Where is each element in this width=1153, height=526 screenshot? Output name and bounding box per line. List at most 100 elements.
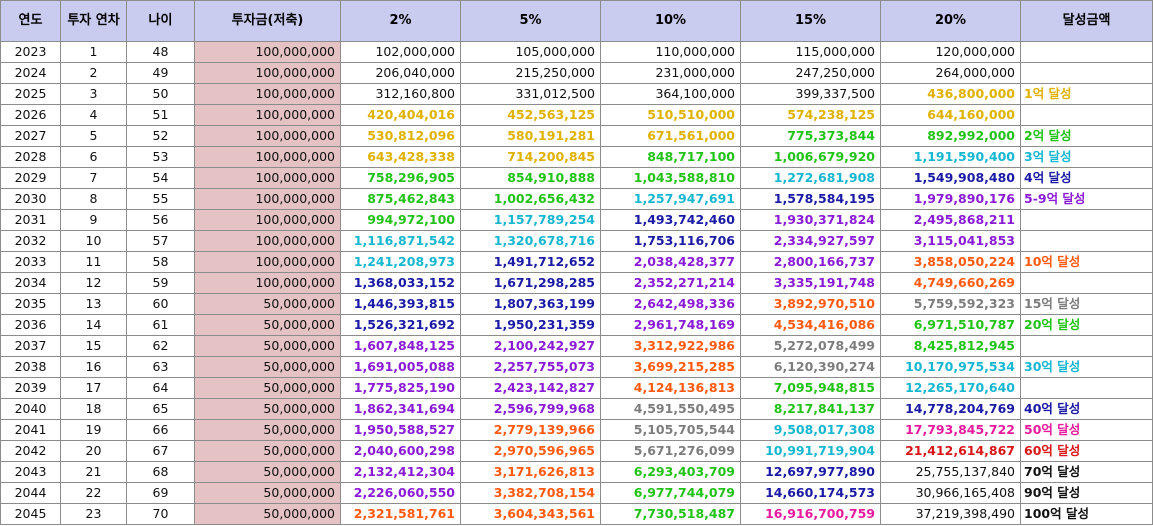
investment-cell[interactable]: 50,000,000 bbox=[194, 314, 341, 336]
value-cell-10pct[interactable]: 5,105,705,544 bbox=[600, 419, 741, 441]
value-cell-20pct[interactable]: 644,160,000 bbox=[880, 104, 1021, 126]
year-cell[interactable]: 2032 bbox=[0, 230, 61, 252]
milestone-cell[interactable]: 4억 달성 bbox=[1020, 167, 1153, 189]
header-rate-2[interactable]: 2% bbox=[340, 0, 461, 42]
value-cell-5pct[interactable]: 215,250,000 bbox=[460, 62, 601, 84]
value-cell-5pct[interactable]: 331,012,500 bbox=[460, 83, 601, 105]
investment-cell[interactable]: 50,000,000 bbox=[194, 482, 341, 504]
milestone-cell[interactable]: 3억 달성 bbox=[1020, 146, 1153, 168]
value-cell-10pct[interactable]: 364,100,000 bbox=[600, 83, 741, 105]
value-cell-15pct[interactable]: 399,337,500 bbox=[740, 83, 881, 105]
age-cell[interactable]: 56 bbox=[126, 209, 195, 231]
age-cell[interactable]: 66 bbox=[126, 419, 195, 441]
value-cell-2pct[interactable]: 2,321,581,761 bbox=[340, 503, 461, 525]
value-cell-10pct[interactable]: 3,699,215,285 bbox=[600, 356, 741, 378]
invest-year-cell[interactable]: 19 bbox=[60, 419, 127, 441]
year-cell[interactable]: 2026 bbox=[0, 104, 61, 126]
value-cell-5pct[interactable]: 1,671,298,285 bbox=[460, 272, 601, 294]
investment-cell[interactable]: 100,000,000 bbox=[194, 41, 341, 63]
value-cell-10pct[interactable]: 848,717,100 bbox=[600, 146, 741, 168]
value-cell-2pct[interactable]: 1,368,033,152 bbox=[340, 272, 461, 294]
investment-cell[interactable]: 50,000,000 bbox=[194, 440, 341, 462]
value-cell-5pct[interactable]: 1,807,363,199 bbox=[460, 293, 601, 315]
invest-year-cell[interactable]: 7 bbox=[60, 167, 127, 189]
invest-year-cell[interactable]: 23 bbox=[60, 503, 127, 525]
value-cell-10pct[interactable]: 110,000,000 bbox=[600, 41, 741, 63]
value-cell-10pct[interactable]: 2,642,498,336 bbox=[600, 293, 741, 315]
value-cell-2pct[interactable]: 2,040,600,298 bbox=[340, 440, 461, 462]
value-cell-15pct[interactable]: 2,800,166,737 bbox=[740, 251, 881, 273]
invest-year-cell[interactable]: 13 bbox=[60, 293, 127, 315]
value-cell-15pct[interactable]: 4,534,416,086 bbox=[740, 314, 881, 336]
header-investment[interactable]: 투자금(저축) bbox=[194, 0, 341, 42]
value-cell-15pct[interactable]: 1,578,584,195 bbox=[740, 188, 881, 210]
year-cell[interactable]: 2034 bbox=[0, 272, 61, 294]
value-cell-5pct[interactable]: 1,491,712,652 bbox=[460, 251, 601, 273]
header-rate-20[interactable]: 20% bbox=[880, 0, 1021, 42]
value-cell-15pct[interactable]: 5,272,078,499 bbox=[740, 335, 881, 357]
milestone-cell[interactable]: 100억 달성 bbox=[1020, 503, 1153, 525]
value-cell-10pct[interactable]: 7,730,518,487 bbox=[600, 503, 741, 525]
value-cell-20pct[interactable]: 5,759,592,323 bbox=[880, 293, 1021, 315]
value-cell-20pct[interactable]: 436,800,000 bbox=[880, 83, 1021, 105]
milestone-cell[interactable]: 30억 달성 bbox=[1020, 356, 1153, 378]
investment-cell[interactable]: 100,000,000 bbox=[194, 209, 341, 231]
milestone-cell[interactable] bbox=[1020, 104, 1153, 126]
value-cell-2pct[interactable]: 2,132,412,304 bbox=[340, 461, 461, 483]
year-cell[interactable]: 2030 bbox=[0, 188, 61, 210]
value-cell-20pct[interactable]: 3,115,041,853 bbox=[880, 230, 1021, 252]
age-cell[interactable]: 63 bbox=[126, 356, 195, 378]
investment-cell[interactable]: 100,000,000 bbox=[194, 104, 341, 126]
year-cell[interactable]: 2041 bbox=[0, 419, 61, 441]
value-cell-20pct[interactable]: 30,966,165,408 bbox=[880, 482, 1021, 504]
value-cell-10pct[interactable]: 6,977,744,079 bbox=[600, 482, 741, 504]
invest-year-cell[interactable]: 17 bbox=[60, 377, 127, 399]
value-cell-2pct[interactable]: 102,000,000 bbox=[340, 41, 461, 63]
value-cell-10pct[interactable]: 671,561,000 bbox=[600, 125, 741, 147]
age-cell[interactable]: 65 bbox=[126, 398, 195, 420]
value-cell-15pct[interactable]: 6,120,390,274 bbox=[740, 356, 881, 378]
investment-cell[interactable]: 100,000,000 bbox=[194, 83, 341, 105]
value-cell-5pct[interactable]: 2,423,142,827 bbox=[460, 377, 601, 399]
year-cell[interactable]: 2043 bbox=[0, 461, 61, 483]
value-cell-15pct[interactable]: 9,508,017,308 bbox=[740, 419, 881, 441]
age-cell[interactable]: 53 bbox=[126, 146, 195, 168]
value-cell-15pct[interactable]: 115,000,000 bbox=[740, 41, 881, 63]
age-cell[interactable]: 49 bbox=[126, 62, 195, 84]
milestone-cell[interactable]: 10억 달성 bbox=[1020, 251, 1153, 273]
investment-cell[interactable]: 100,000,000 bbox=[194, 62, 341, 84]
value-cell-15pct[interactable]: 574,238,125 bbox=[740, 104, 881, 126]
age-cell[interactable]: 60 bbox=[126, 293, 195, 315]
invest-year-cell[interactable]: 16 bbox=[60, 356, 127, 378]
invest-year-cell[interactable]: 18 bbox=[60, 398, 127, 420]
age-cell[interactable]: 48 bbox=[126, 41, 195, 63]
year-cell[interactable]: 2031 bbox=[0, 209, 61, 231]
value-cell-2pct[interactable]: 312,160,800 bbox=[340, 83, 461, 105]
value-cell-15pct[interactable]: 1,272,681,908 bbox=[740, 167, 881, 189]
invest-year-cell[interactable]: 11 bbox=[60, 251, 127, 273]
value-cell-20pct[interactable]: 892,992,000 bbox=[880, 125, 1021, 147]
invest-year-cell[interactable]: 15 bbox=[60, 335, 127, 357]
invest-year-cell[interactable]: 8 bbox=[60, 188, 127, 210]
invest-year-cell[interactable]: 20 bbox=[60, 440, 127, 462]
value-cell-2pct[interactable]: 1,241,208,973 bbox=[340, 251, 461, 273]
value-cell-2pct[interactable]: 1,691,005,088 bbox=[340, 356, 461, 378]
value-cell-15pct[interactable]: 1,930,371,824 bbox=[740, 209, 881, 231]
value-cell-2pct[interactable]: 1,862,341,694 bbox=[340, 398, 461, 420]
value-cell-20pct[interactable]: 8,425,812,945 bbox=[880, 335, 1021, 357]
value-cell-2pct[interactable]: 1,116,871,542 bbox=[340, 230, 461, 252]
value-cell-10pct[interactable]: 231,000,000 bbox=[600, 62, 741, 84]
age-cell[interactable]: 54 bbox=[126, 167, 195, 189]
invest-year-cell[interactable]: 1 bbox=[60, 41, 127, 63]
header-year[interactable]: 연도 bbox=[0, 0, 61, 42]
year-cell[interactable]: 2029 bbox=[0, 167, 61, 189]
age-cell[interactable]: 67 bbox=[126, 440, 195, 462]
age-cell[interactable]: 58 bbox=[126, 251, 195, 273]
value-cell-15pct[interactable]: 3,892,970,510 bbox=[740, 293, 881, 315]
value-cell-2pct[interactable]: 994,972,100 bbox=[340, 209, 461, 231]
value-cell-2pct[interactable]: 2,226,060,550 bbox=[340, 482, 461, 504]
age-cell[interactable]: 70 bbox=[126, 503, 195, 525]
year-cell[interactable]: 2044 bbox=[0, 482, 61, 504]
investment-cell[interactable]: 50,000,000 bbox=[194, 293, 341, 315]
value-cell-10pct[interactable]: 4,591,550,495 bbox=[600, 398, 741, 420]
